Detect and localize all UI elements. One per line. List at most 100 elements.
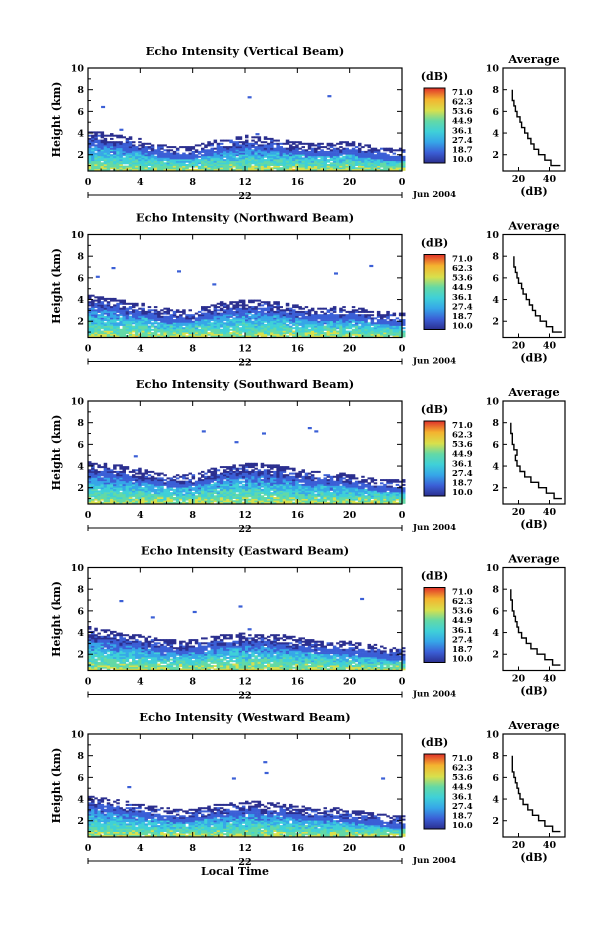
heatmap-cell [232,157,236,160]
heatmap-cell [304,495,309,498]
heatmap-cell [354,152,359,155]
heatmap-cell [332,322,337,325]
heatmap-cell [279,159,283,162]
heatmap-cell [100,474,105,477]
heatmap-cell [238,167,243,170]
heatmap-cell [122,482,126,485]
heatmap-cell [273,155,277,158]
heatmap-cell [245,330,249,333]
heatmap-cell [314,490,318,493]
heatmap-cell [163,492,167,495]
heatmap-cell [358,157,362,160]
heatmap-cell [292,315,296,318]
heatmap-cell [207,142,211,145]
heatmap-cell [248,155,252,158]
heatmap-cell [263,464,268,467]
heatmap-cell [216,483,221,486]
heatmap-cell [348,168,353,171]
heatmap-cell [263,488,268,491]
heatmap-cell [263,141,268,144]
heatmap-cell [292,164,296,166]
heatmap-cell [257,323,262,326]
heatmap-cell [119,319,123,322]
heatmap-cell [229,485,233,488]
heatmap-cell [110,319,114,322]
heatmap-cell [216,302,221,305]
heatmap-cell [370,164,375,166]
heatmap-cell [314,470,318,473]
heatmap-cell [248,500,252,503]
heatmap-cell [116,322,120,325]
heatmap-cell [157,492,161,495]
heatmap-cell [276,310,280,313]
heatmap-cell [367,332,371,335]
heatmap-cell [279,475,283,478]
heatmap-cell [103,159,108,162]
heatmap-cell [304,501,309,504]
heatmap-cell [153,152,158,155]
heatmap-cell [182,146,186,149]
heatmap-cell [157,323,161,326]
heatmap-cell [94,159,98,162]
heatmap-cell [216,167,221,170]
heatmap-cell [267,310,271,313]
heatmap-cell [292,142,296,145]
heatmap-cell [245,307,249,310]
heatmap-cell [310,325,315,328]
heatmap-cell [285,335,290,338]
heatmap-cell [298,162,302,165]
heatmap-cell [153,312,158,315]
heatmap-cell [257,492,262,495]
heatmap-cell [314,335,318,338]
heatmap-cell [295,304,299,307]
heatmap-cell [354,149,359,152]
heatmap-cell [260,335,265,338]
heatmap-cell [91,301,95,304]
heatmap-cell [132,328,136,331]
heatmap-cell [125,330,130,333]
heatmap-cell [361,157,365,160]
heatmap-cell [169,335,174,338]
heatmap-cell [160,498,164,501]
heatmap-cell [301,480,305,483]
heatmap-cell [135,157,139,160]
heatmap-cell [166,320,170,323]
heatmap-cell [132,149,136,152]
heatmap-cell [373,147,378,150]
heatmap-cell [128,485,133,488]
heatmap-cell [373,317,378,320]
heatmap-cell [292,317,296,320]
heatmap-cell [128,488,133,491]
heatmap-cell [245,470,249,473]
heatmap-cell [157,312,161,315]
heatmap-cell [188,165,192,168]
heatmap-cell [364,330,368,333]
heatmap-cell [135,485,139,488]
heatmap-cell [276,167,280,170]
heatmap-cell [301,167,305,170]
heatmap-cell [267,325,271,328]
heatmap-cell [207,157,211,160]
heatmap-cell [160,317,164,320]
heatmap-cell [245,497,249,499]
heatmap-cell [219,490,224,493]
heatmap-cell [304,155,309,158]
heatmap-cell [245,323,249,326]
heatmap-cell [141,307,145,310]
heatmap-cell [132,147,136,150]
heatmap-cell [348,167,353,170]
heatmap-cell [182,167,186,170]
heatmap-cell [279,327,283,330]
heatmap-cell [373,167,378,170]
heatmap-cell [367,164,371,166]
heatmap-cell [376,327,381,330]
heatmap-cell [116,325,120,328]
heatmap-cell [116,479,120,482]
heatmap-cell [232,495,236,498]
heatmap-cell [279,477,283,480]
heatmap-cell [97,168,101,171]
heatmap-cell [326,152,331,155]
heatmap-cell [103,464,108,467]
heatmap-cell [150,160,155,163]
heatmap-cell [370,157,375,160]
